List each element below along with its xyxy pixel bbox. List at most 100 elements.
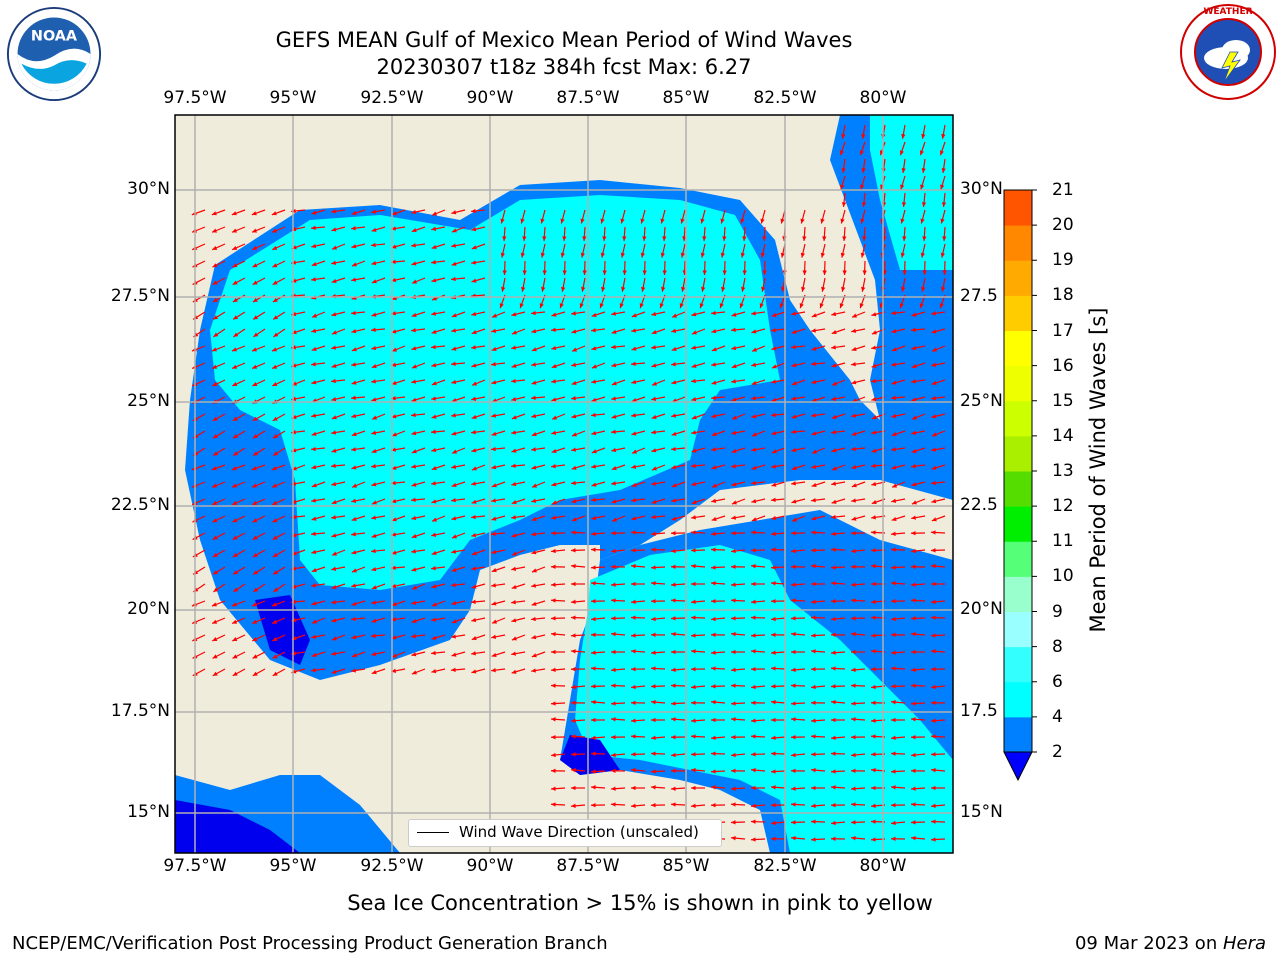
wind-wave-arrow: [630, 700, 646, 706]
wind-wave-arrow: [910, 802, 926, 807]
wind-wave-arrow: [862, 260, 867, 276]
wind-wave-arrow: [571, 498, 586, 504]
colorbar-label: 19: [1052, 250, 1074, 271]
wind-wave-arrow: [371, 277, 386, 284]
wind-wave-arrow: [391, 430, 406, 437]
wind-wave-arrow: [851, 413, 866, 418]
wind-wave-arrow: [471, 328, 486, 335]
wind-wave-arrow: [431, 379, 446, 386]
wind-wave-arrow: [810, 837, 826, 842]
wind-wave-arrow: [691, 345, 706, 350]
wind-wave-arrow: [431, 447, 446, 453]
map-frame: [174, 114, 954, 854]
wind-wave-arrow: [831, 700, 846, 705]
wind-wave-arrow: [731, 413, 746, 420]
wind-wave-arrow: [611, 515, 626, 522]
wind-wave-arrow: [331, 345, 346, 350]
wind-wave-arrow: [511, 634, 526, 641]
wind-wave-arrow: [331, 532, 346, 538]
wind-wave-arrow: [471, 651, 486, 656]
wind-wave-arrow: [891, 362, 906, 367]
wind-wave-arrow: [391, 259, 406, 264]
wind-wave-arrow: [711, 310, 726, 316]
wind-wave-arrow: [790, 598, 806, 603]
wind-wave-arrow: [411, 243, 426, 248]
wind-wave-arrow: [411, 209, 426, 215]
legend-line-swatch: [417, 832, 449, 833]
wind-wave-arrow: [730, 734, 746, 740]
wind-wave-arrow: [671, 649, 685, 655]
wind-wave-arrow: [491, 446, 506, 452]
wind-wave-arrow: [750, 837, 766, 842]
wind-wave-arrow: [551, 447, 566, 454]
wind-wave-arrow: [251, 345, 266, 352]
wind-wave-arrow: [471, 260, 486, 265]
wind-wave-arrow: [790, 786, 806, 791]
wind-wave-arrow: [931, 498, 946, 504]
wind-wave-arrow: [252, 532, 266, 541]
wind-wave-arrow: [840, 175, 846, 190]
wind-wave-arrow: [511, 311, 526, 317]
colorbar-bin: [1004, 611, 1032, 648]
wind-wave-arrow: [890, 836, 906, 842]
wind-wave-arrow: [811, 768, 826, 773]
wind-wave-arrow: [371, 345, 386, 351]
wind-wave-arrow: [311, 600, 326, 606]
wind-wave-arrow: [771, 515, 786, 521]
colorbar-under-triangle: [1003, 751, 1033, 782]
wind-wave-arrow: [730, 616, 746, 621]
wind-wave-arrow: [891, 515, 906, 522]
wind-wave-arrow: [371, 617, 386, 623]
wind-wave-arrow: [411, 515, 426, 521]
wind-wave-arrow: [212, 430, 226, 439]
wind-wave-arrow: [850, 530, 866, 536]
wind-wave-arrow: [491, 566, 506, 573]
wind-wave-arrow: [591, 717, 605, 723]
wind-wave-arrow: [660, 209, 666, 224]
wind-wave-arrow: [511, 668, 526, 674]
wind-wave-arrow: [391, 600, 406, 607]
wind-wave-arrow: [710, 751, 726, 756]
wind-wave-arrow: [331, 463, 346, 468]
wind-wave-arrow: [451, 582, 466, 588]
wind-wave-arrow: [791, 429, 806, 434]
wind-wave-arrow: [232, 634, 246, 642]
wind-wave-arrow: [890, 547, 906, 552]
wind-wave-arrow: [651, 498, 666, 504]
wind-wave-arrow: [831, 481, 846, 486]
wind-wave-arrow: [930, 615, 946, 620]
wind-wave-arrow: [731, 345, 746, 351]
wind-wave-arrow: [831, 328, 846, 335]
colorbar-label: 10: [1052, 566, 1074, 587]
wind-wave-arrow: [890, 650, 906, 655]
wind-wave-arrow: [651, 514, 666, 520]
wind-wave-arrow: [273, 583, 286, 593]
wind-wave-arrow: [921, 124, 926, 139]
colorbar-label: 16: [1052, 355, 1074, 376]
wind-wave-arrow: [691, 768, 706, 773]
wind-wave-arrow: [431, 396, 446, 401]
wind-wave-arrow: [431, 549, 446, 556]
wind-wave-arrow: [850, 802, 866, 807]
wind-wave-arrow: [451, 481, 466, 488]
wind-wave-arrow: [690, 700, 706, 706]
lon-label-bottom: 85°W: [662, 856, 710, 876]
wind-wave-arrow: [631, 430, 646, 436]
wind-wave-arrow: [722, 260, 727, 276]
wind-wave-arrow: [511, 362, 526, 368]
wind-wave-arrow: [251, 481, 266, 488]
wind-wave-arrow: [571, 464, 586, 470]
wind-wave-arrow: [830, 547, 846, 552]
wind-wave-arrow: [211, 243, 226, 251]
wind-wave-arrow: [851, 498, 866, 503]
wind-wave-arrow: [922, 260, 927, 276]
wind-wave-arrow: [272, 634, 286, 642]
wind-wave-arrow: [651, 362, 666, 368]
wind-wave-arrow: [231, 226, 246, 233]
wind-wave-arrow: [810, 700, 826, 706]
wind-wave-arrow: [702, 226, 707, 242]
caribbean-water-inner: [575, 545, 953, 853]
wind-wave-arrow: [311, 549, 326, 555]
wind-wave-arrow: [640, 209, 646, 224]
wind-wave-arrow: [551, 463, 566, 469]
